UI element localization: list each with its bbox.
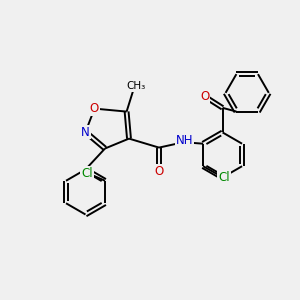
Text: CH₃: CH₃ bbox=[126, 81, 145, 91]
Text: Cl: Cl bbox=[218, 171, 230, 184]
Text: O: O bbox=[154, 165, 164, 178]
Text: O: O bbox=[200, 90, 209, 103]
Text: N: N bbox=[81, 125, 90, 139]
Text: Cl: Cl bbox=[81, 167, 93, 180]
Text: NH: NH bbox=[176, 134, 193, 147]
Text: O: O bbox=[90, 102, 99, 115]
